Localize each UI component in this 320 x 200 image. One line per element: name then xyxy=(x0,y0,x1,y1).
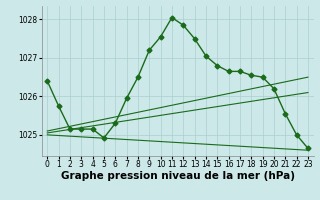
X-axis label: Graphe pression niveau de la mer (hPa): Graphe pression niveau de la mer (hPa) xyxy=(60,171,295,181)
